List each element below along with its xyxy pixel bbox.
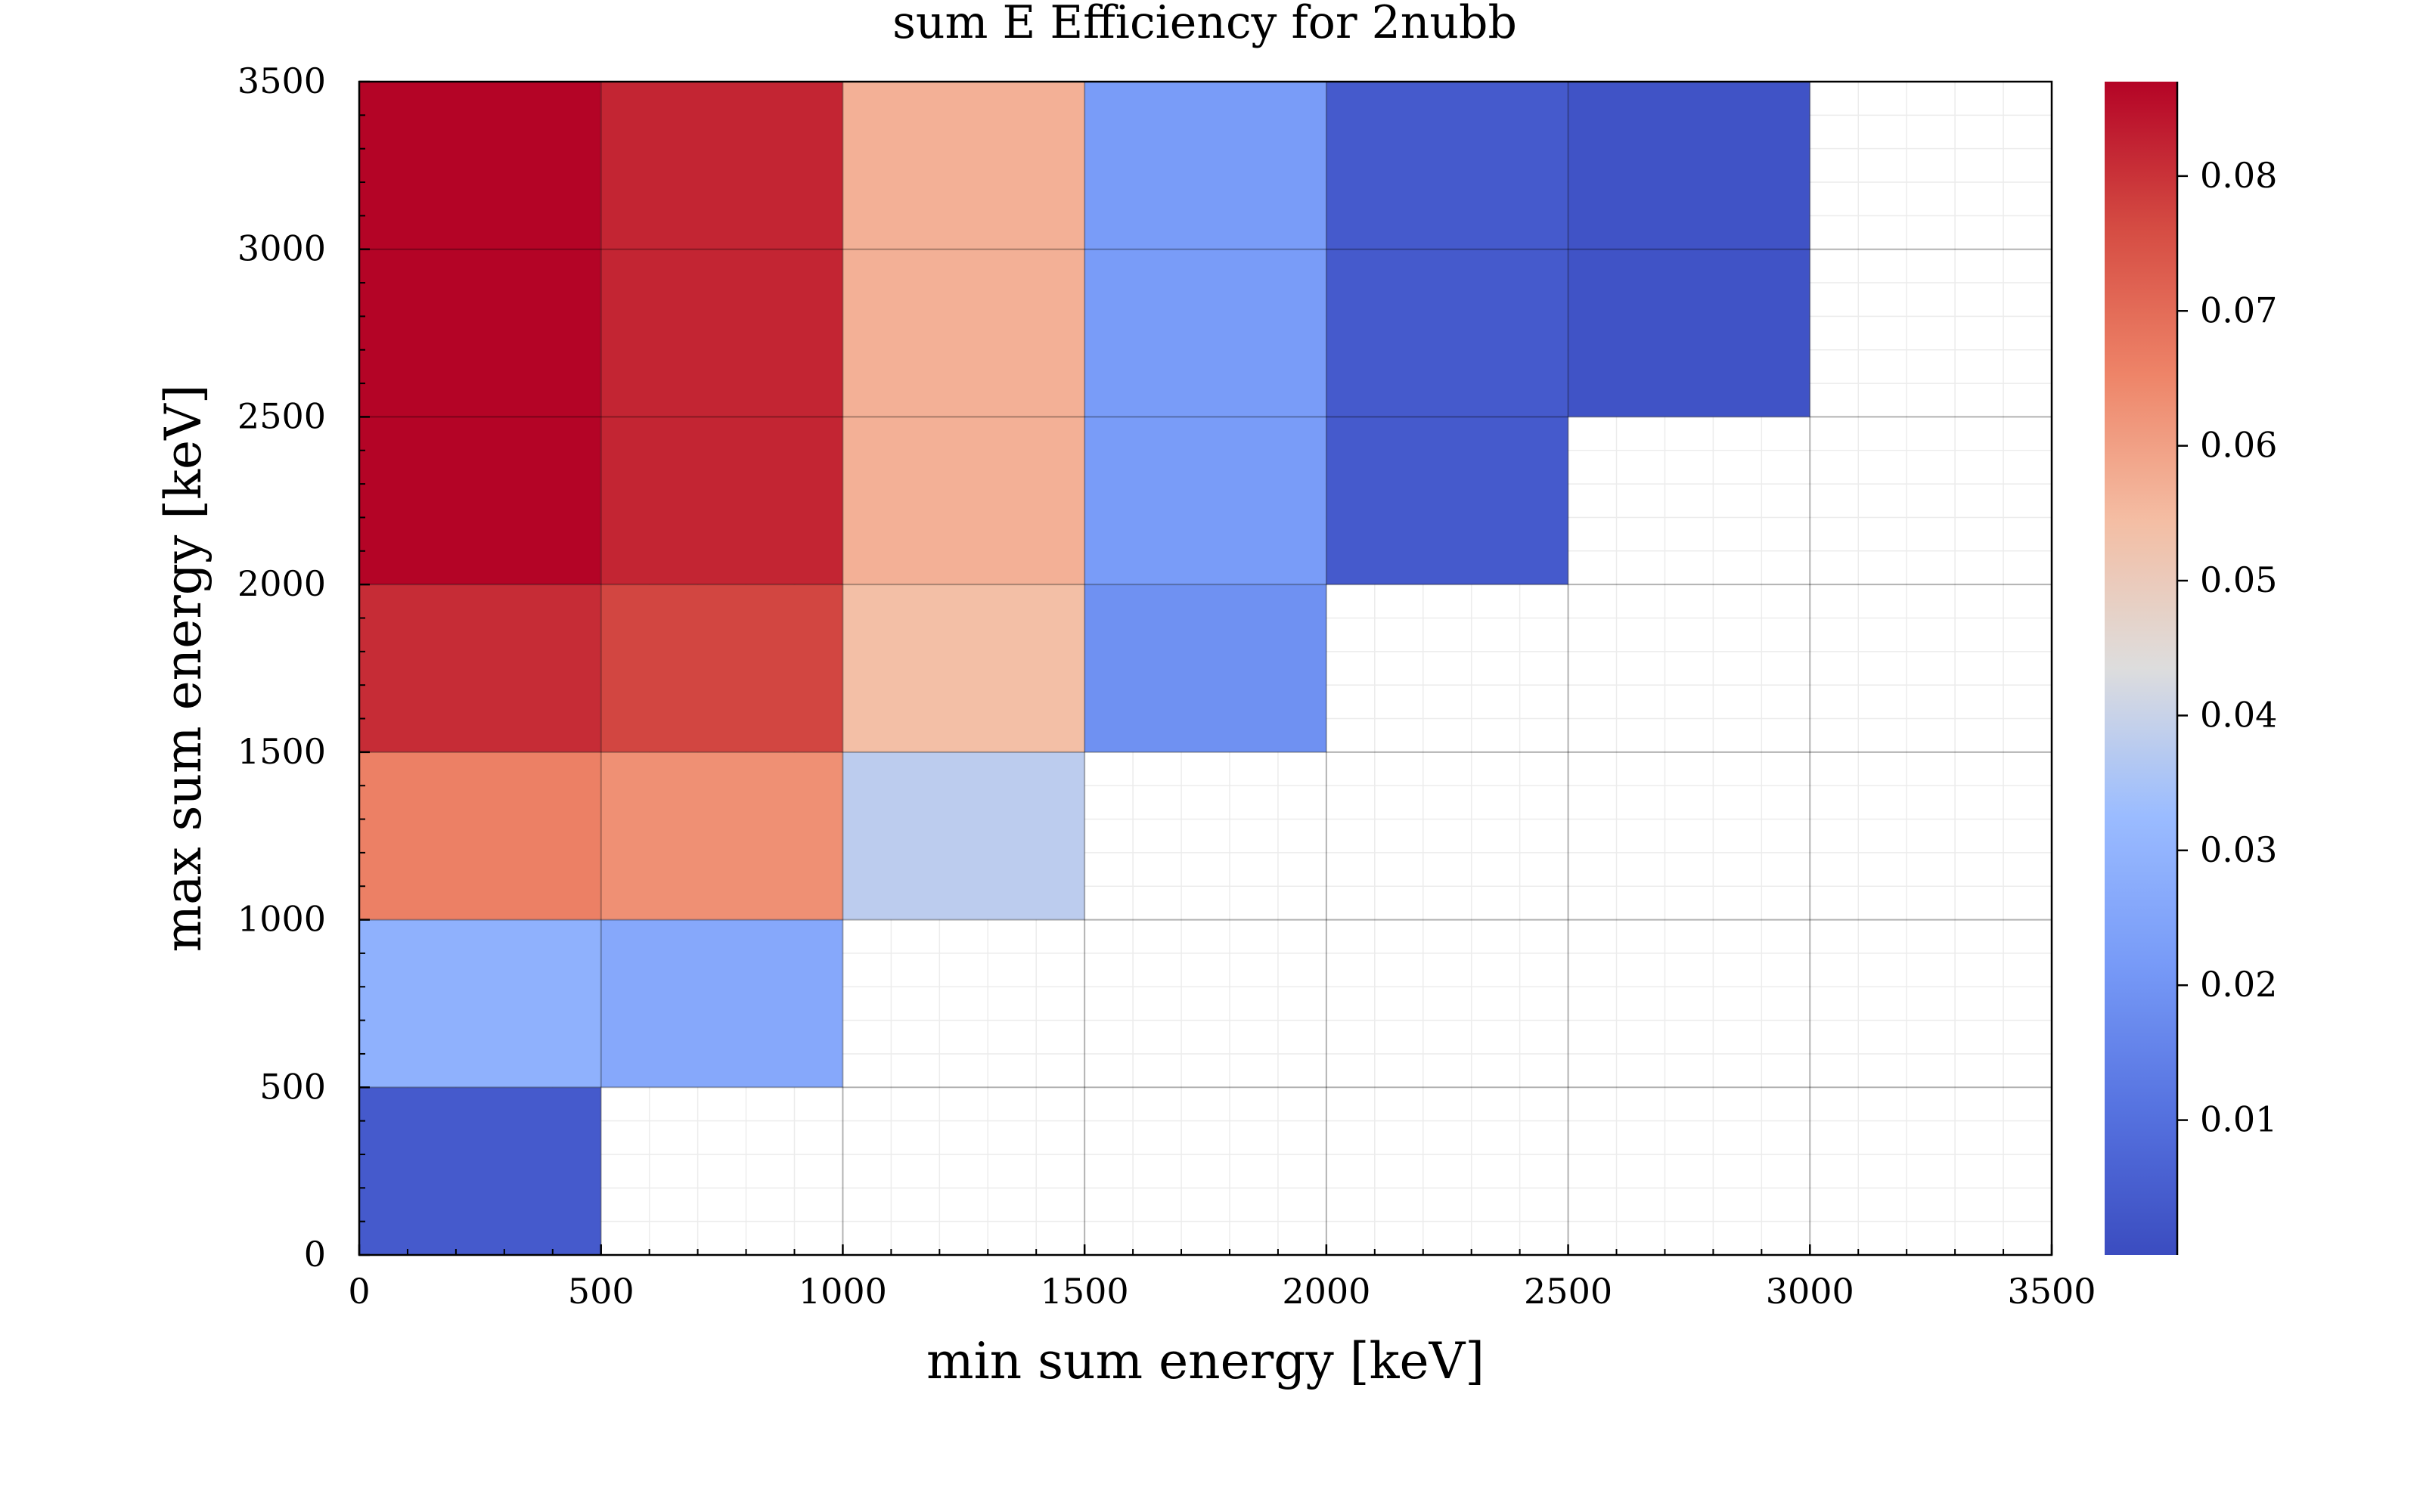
- heatmap-cell: [600, 82, 843, 585]
- y-tick-label: 2500: [237, 395, 326, 436]
- x-tick-label: 500: [568, 1271, 634, 1312]
- y-tick-label: 3500: [237, 60, 326, 101]
- y-tick-label: 0: [304, 1234, 326, 1275]
- x-tick-label: 3000: [1766, 1271, 1854, 1312]
- heatmap-cell: [600, 584, 843, 752]
- plot-area-frame: [358, 80, 2053, 1256]
- colorbar-tick-label: 0.07: [2200, 290, 2277, 330]
- heatmap-cell: [842, 82, 1085, 585]
- heatmap-cell: [1084, 584, 1326, 752]
- heatmap-cell: [359, 1087, 601, 1255]
- x-tick-label: 1000: [799, 1271, 887, 1312]
- x-tick-label: 3500: [2007, 1271, 2096, 1312]
- x-tick-label: 2500: [1524, 1271, 1612, 1312]
- colorbar-tick-label: 0.08: [2200, 155, 2277, 196]
- y-axis-ticks: 0 500 1000 1500 2000 2500 3000 3500: [237, 60, 370, 1275]
- colorbar-tick-label: 0.01: [2200, 1099, 2277, 1140]
- heatmap-cell: [1084, 82, 1326, 585]
- heatmap-cell: [1326, 82, 1568, 585]
- y-tick-label: 3000: [237, 228, 326, 269]
- x-axis-label: min sum energy [keV]: [926, 1332, 1485, 1390]
- y-tick-label: 2000: [237, 563, 326, 604]
- colorbar-tick-label: 0.06: [2200, 425, 2277, 466]
- heatmap-cell: [842, 751, 1085, 920]
- y-axis-label: max sum energy [keV]: [154, 385, 213, 953]
- heatmap-cell: [600, 919, 843, 1088]
- y-tick-label: 1500: [237, 731, 326, 772]
- colorbar-tick-label: 0.02: [2200, 964, 2277, 1005]
- heatmap-cell: [359, 751, 601, 920]
- chart-title: sum E Efficiency for 2nubb: [892, 0, 1517, 49]
- heatmap-cell: [600, 751, 843, 920]
- colorbar-ticks: 0.01 0.02 0.03 0.04 0.05 0.06 0.07 0.08: [2176, 82, 2277, 1255]
- y-tick-label: 1000: [237, 899, 326, 940]
- colorbar-tick-label: 0.04: [2200, 694, 2277, 735]
- heatmap-cells: [359, 82, 1810, 1255]
- colorbar: [2105, 82, 2177, 1255]
- heatmap-cell: [359, 82, 601, 585]
- colorbar-tick-label: 0.03: [2200, 829, 2277, 870]
- heatmap-cell: [842, 584, 1085, 752]
- y-tick-label: 500: [259, 1066, 326, 1107]
- x-axis-ticks: 0 500 1000 1500 2000 2500 3000 3500: [348, 1244, 2096, 1312]
- x-tick-label: 0: [348, 1271, 370, 1312]
- heatmap-cell: [1568, 82, 1810, 417]
- x-tick-label: 1500: [1041, 1271, 1129, 1312]
- x-tick-label: 2000: [1282, 1271, 1370, 1312]
- colorbar-tick-label: 0.05: [2200, 559, 2277, 600]
- heatmap-cell: [359, 584, 601, 752]
- heatmap-cell: [359, 919, 601, 1088]
